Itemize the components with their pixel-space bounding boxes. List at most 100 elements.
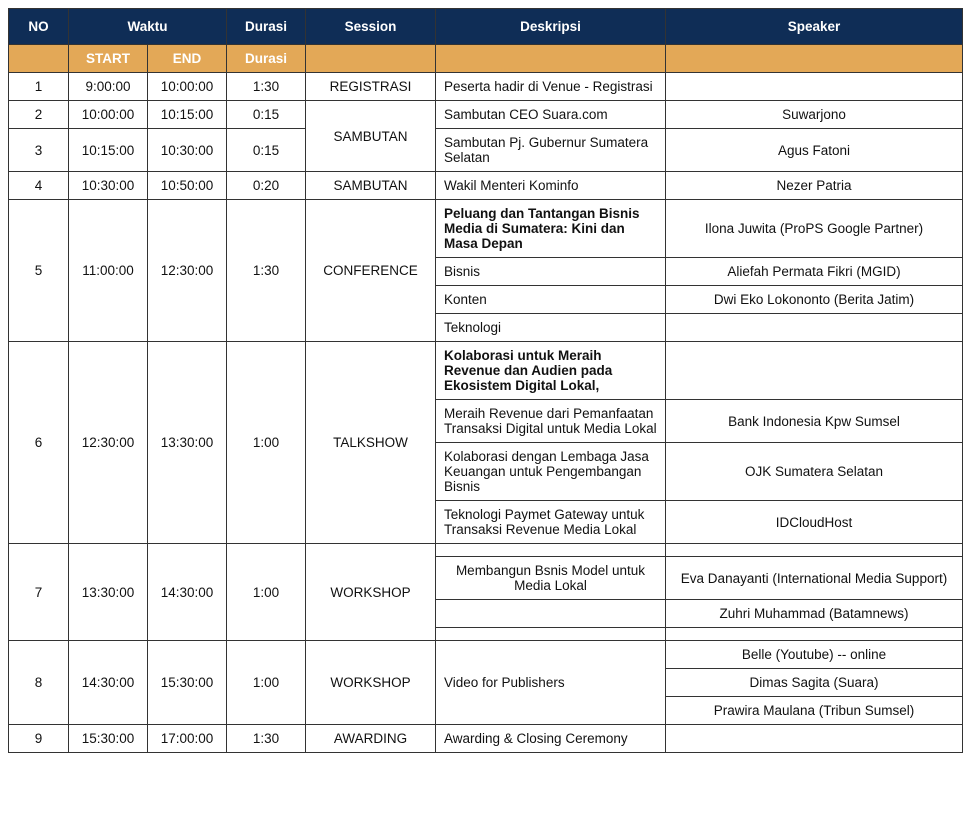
col-header-deskripsi: Deskripsi [436, 9, 666, 45]
cell-start: 10:30:00 [69, 172, 148, 200]
cell-durasi: 0:20 [227, 172, 306, 200]
cell-no: 1 [9, 73, 69, 101]
cell-speaker [666, 725, 963, 753]
cell-session: CONFERENCE [306, 200, 436, 342]
cell-no: 3 [9, 129, 69, 172]
cell-deskripsi: Peluang dan Tantangan Bisnis Media di Su… [436, 200, 666, 258]
col-header-speaker: Speaker [666, 9, 963, 45]
cell-no: 7 [9, 544, 69, 641]
cell-session: SAMBUTAN [306, 101, 436, 172]
cell-no: 5 [9, 200, 69, 342]
subheader-blank-session [306, 45, 436, 73]
cell-durasi: 0:15 [227, 129, 306, 172]
subheader-end: END [148, 45, 227, 73]
cell-durasi: 1:00 [227, 544, 306, 641]
cell-deskripsi: Membangun Bsnis Model untuk Media Lokal [436, 557, 666, 600]
cell-speaker: OJK Sumatera Selatan [666, 443, 963, 501]
cell-deskripsi [436, 628, 666, 641]
cell-speaker [666, 544, 963, 557]
cell-deskripsi: Kolaborasi untuk Meraih Revenue dan Audi… [436, 342, 666, 400]
cell-session: WORKSHOP [306, 544, 436, 641]
subheader-blank-speaker [666, 45, 963, 73]
cell-deskripsi: Sambutan Pj. Gubernur Sumatera Selatan [436, 129, 666, 172]
cell-deskripsi: Meraih Revenue dari Pemanfaatan Transaks… [436, 400, 666, 443]
cell-speaker: Eva Danayanti (International Media Suppo… [666, 557, 963, 600]
cell-speaker: Zuhri Muhammad (Batamnews) [666, 600, 963, 628]
cell-deskripsi: Bisnis [436, 258, 666, 286]
table-row: 19:00:0010:00:001:30REGISTRASIPeserta ha… [9, 73, 963, 101]
table-header: NO Waktu Durasi Session Deskripsi Speake… [9, 9, 963, 45]
cell-deskripsi: Awarding & Closing Ceremony [436, 725, 666, 753]
cell-speaker: Prawira Maulana (Tribun Sumsel) [666, 697, 963, 725]
cell-no: 4 [9, 172, 69, 200]
cell-deskripsi: Teknologi Paymet Gateway untuk Transaksi… [436, 501, 666, 544]
cell-speaker: Ilona Juwita (ProPS Google Partner) [666, 200, 963, 258]
cell-session: TALKSHOW [306, 342, 436, 544]
cell-start: 10:00:00 [69, 101, 148, 129]
cell-durasi: 0:15 [227, 101, 306, 129]
cell-start: 15:30:00 [69, 725, 148, 753]
table-row: 210:00:0010:15:000:15SAMBUTANSambutan CE… [9, 101, 963, 129]
table-row: 713:30:0014:30:001:00WORKSHOP [9, 544, 963, 557]
subheader-blank-no [9, 45, 69, 73]
subheader-blank-deskripsi [436, 45, 666, 73]
cell-speaker: Belle (Youtube) -- online [666, 641, 963, 669]
cell-speaker: Nezer Patria [666, 172, 963, 200]
cell-speaker [666, 342, 963, 400]
cell-speaker: IDCloudHost [666, 501, 963, 544]
cell-session: SAMBUTAN [306, 172, 436, 200]
cell-end: 17:00:00 [148, 725, 227, 753]
subheader-durasi: Durasi [227, 45, 306, 73]
cell-speaker: Agus Fatoni [666, 129, 963, 172]
cell-speaker: Dimas Sagita (Suara) [666, 669, 963, 697]
cell-durasi: 1:00 [227, 342, 306, 544]
cell-start: 12:30:00 [69, 342, 148, 544]
table-row: 410:30:0010:50:000:20SAMBUTANWakil Mente… [9, 172, 963, 200]
cell-deskripsi: Wakil Menteri Kominfo [436, 172, 666, 200]
table-row: 814:30:0015:30:001:00WORKSHOPVideo for P… [9, 641, 963, 669]
cell-deskripsi: Peserta hadir di Venue - Registrasi [436, 73, 666, 101]
cell-session: WORKSHOP [306, 641, 436, 725]
cell-end: 10:30:00 [148, 129, 227, 172]
cell-end: 10:15:00 [148, 101, 227, 129]
cell-deskripsi: Sambutan CEO Suara.com [436, 101, 666, 129]
schedule-table: NO Waktu Durasi Session Deskripsi Speake… [8, 8, 963, 753]
cell-durasi: 1:30 [227, 73, 306, 101]
table-body: START END Durasi 19:00:0010:00:001:30REG… [9, 45, 963, 753]
cell-speaker [666, 628, 963, 641]
col-header-durasi: Durasi [227, 9, 306, 45]
cell-end: 10:00:00 [148, 73, 227, 101]
cell-no: 2 [9, 101, 69, 129]
cell-durasi: 1:00 [227, 641, 306, 725]
cell-session: AWARDING [306, 725, 436, 753]
cell-speaker: Dwi Eko Lokononto (Berita Jatim) [666, 286, 963, 314]
cell-deskripsi: Video for Publishers [436, 641, 666, 725]
cell-speaker: Suwarjono [666, 101, 963, 129]
cell-start: 13:30:00 [69, 544, 148, 641]
cell-end: 14:30:00 [148, 544, 227, 641]
col-header-session: Session [306, 9, 436, 45]
col-header-waktu: Waktu [69, 9, 227, 45]
subheader-start: START [69, 45, 148, 73]
cell-start: 10:15:00 [69, 129, 148, 172]
table-subheader: START END Durasi [9, 45, 963, 73]
cell-no: 8 [9, 641, 69, 725]
table-row: 310:15:0010:30:000:15 Sambutan Pj. Gubern… [9, 129, 963, 172]
cell-end: 12:30:00 [148, 200, 227, 342]
cell-session: REGISTRASI [306, 73, 436, 101]
cell-deskripsi: Teknologi [436, 314, 666, 342]
cell-start: 11:00:00 [69, 200, 148, 342]
table-row: 915:30:0017:00:001:30AWARDINGAwarding & … [9, 725, 963, 753]
table-row: 511:00:0012:30:001:30CONFERENCEPeluang d… [9, 200, 963, 258]
cell-end: 10:50:00 [148, 172, 227, 200]
cell-speaker: Bank Indonesia Kpw Sumsel [666, 400, 963, 443]
cell-start: 14:30:00 [69, 641, 148, 725]
cell-speaker: Aliefah Permata Fikri (MGID) [666, 258, 963, 286]
cell-speaker [666, 314, 963, 342]
cell-no: 9 [9, 725, 69, 753]
cell-start: 9:00:00 [69, 73, 148, 101]
cell-speaker [666, 73, 963, 101]
cell-end: 15:30:00 [148, 641, 227, 725]
cell-deskripsi: Konten [436, 286, 666, 314]
cell-deskripsi: Kolaborasi dengan Lembaga Jasa Keuangan … [436, 443, 666, 501]
